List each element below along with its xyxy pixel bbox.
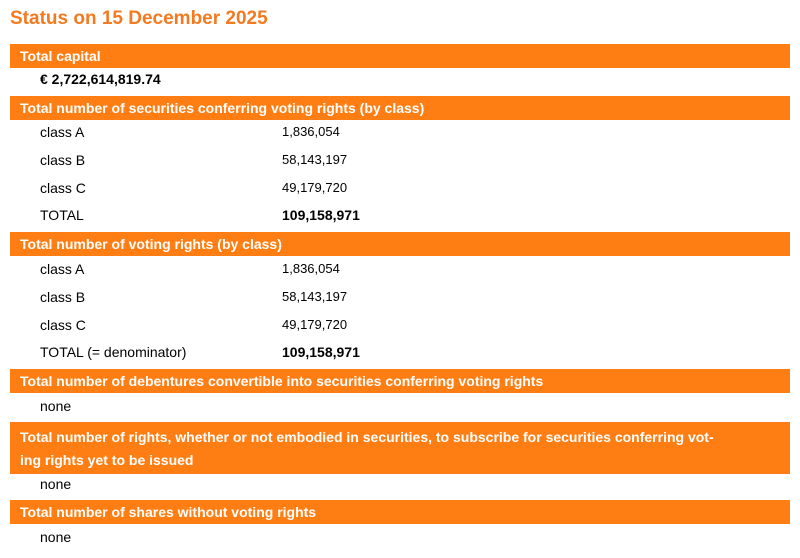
total-capital-value: € 2,722,614,819.74 xyxy=(40,71,161,87)
section-heading: Total number of shares without voting ri… xyxy=(20,504,317,520)
securities-class-b-label: class B xyxy=(40,152,86,168)
voting-total-label: TOTAL (= denominator) xyxy=(40,344,187,360)
section-header-voting-rights: Total number of voting rights (by class) xyxy=(10,232,790,256)
voting-class-a-label: class A xyxy=(40,261,85,277)
rights-value: none xyxy=(40,476,72,492)
securities-class-a-value: 1,836,054 xyxy=(282,124,340,139)
voting-total-value: 109,158,971 xyxy=(282,344,360,360)
section-header-total-capital: Total capital xyxy=(10,44,790,68)
section-heading: Total number of voting rights (by class) xyxy=(20,236,282,252)
section-header-debentures: Total number of debentures convertible i… xyxy=(10,369,790,393)
section-heading: Total number of debentures convertible i… xyxy=(20,373,544,389)
section-header-non-voting-shares: Total number of shares without voting ri… xyxy=(10,500,790,524)
section-heading: Total number of securities conferring vo… xyxy=(20,100,425,116)
debentures-value: none xyxy=(40,398,72,414)
voting-class-c-label: class C xyxy=(40,317,86,333)
securities-total-value: 109,158,971 xyxy=(282,207,360,223)
page-title: Status on 15 December 2025 xyxy=(10,8,268,29)
voting-class-b-value: 58,143,197 xyxy=(282,289,348,304)
section-heading-line-1: Total number of rights, whether or not e… xyxy=(20,429,714,445)
section-heading-line-2: ing rights yet to be issued xyxy=(20,452,194,468)
securities-total-label: TOTAL xyxy=(40,207,84,223)
voting-class-b-label: class B xyxy=(40,289,86,305)
securities-class-c-value: 49,179,720 xyxy=(282,180,348,195)
voting-class-a-value: 1,836,054 xyxy=(282,261,340,276)
section-header-securities: Total number of securities conferring vo… xyxy=(10,96,790,120)
voting-class-c-value: 49,179,720 xyxy=(282,317,348,332)
securities-class-b-value: 58,143,197 xyxy=(282,152,348,167)
securities-class-a-label: class A xyxy=(40,124,85,140)
section-heading: Total capital xyxy=(20,48,101,64)
securities-class-c-label: class C xyxy=(40,180,86,196)
section-header-rights: Total number of rights, whether or not e… xyxy=(10,422,790,474)
non-voting-shares-value: none xyxy=(40,529,72,545)
